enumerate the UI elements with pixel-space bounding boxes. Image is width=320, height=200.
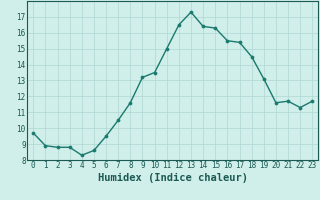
X-axis label: Humidex (Indice chaleur): Humidex (Indice chaleur)	[98, 173, 248, 183]
